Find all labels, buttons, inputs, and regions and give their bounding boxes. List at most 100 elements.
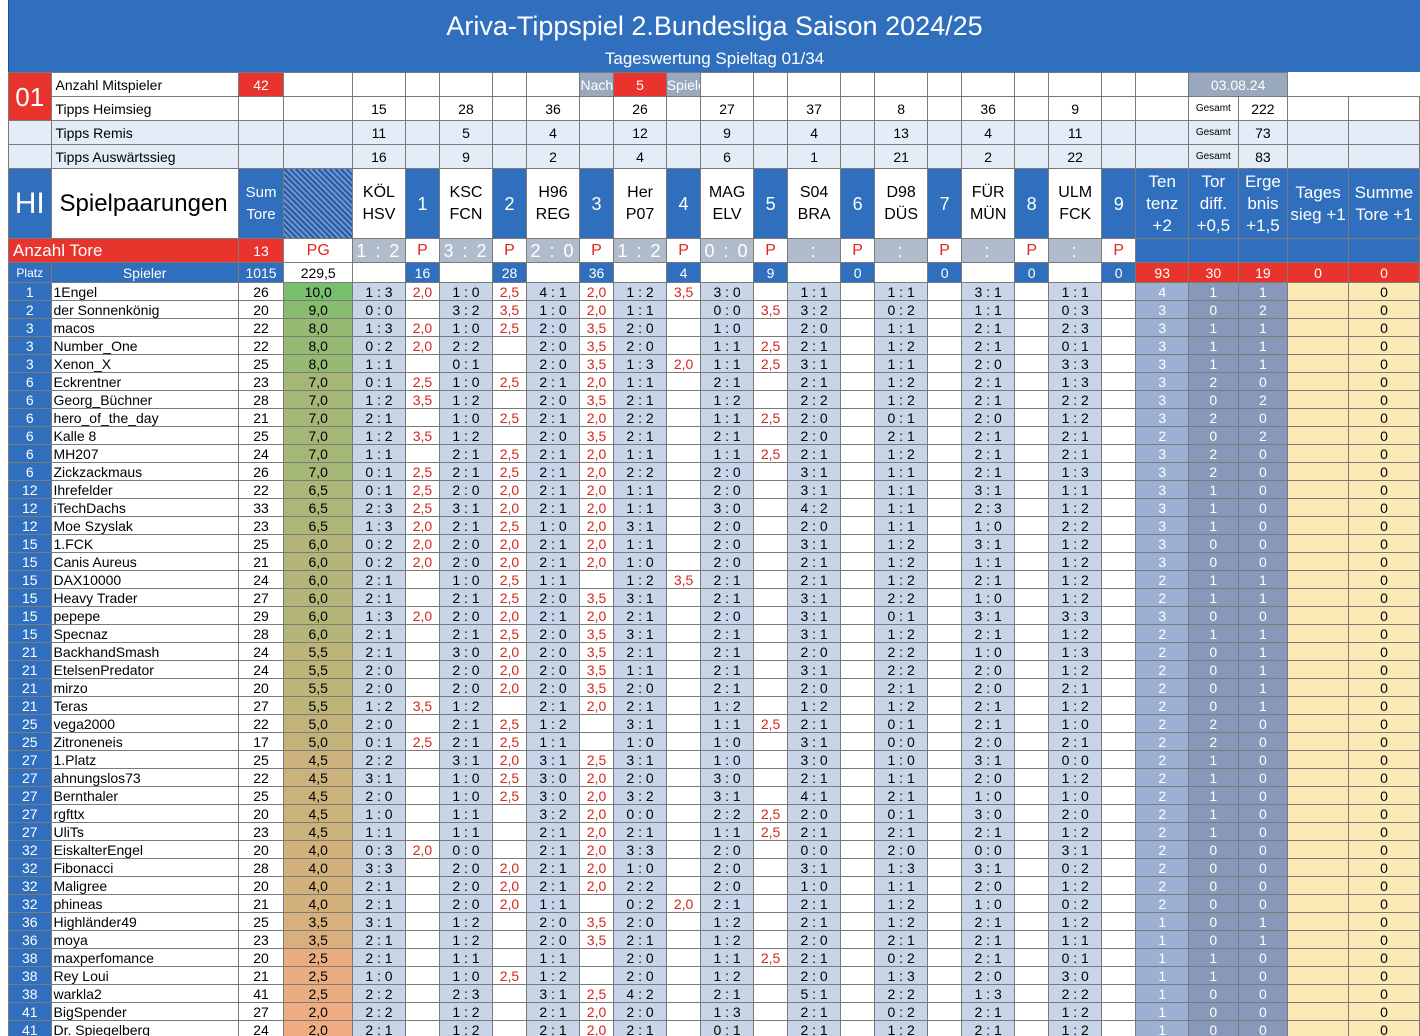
player-summe-tore: 0 — [1347, 444, 1420, 463]
player-tip: 3 : 1 — [352, 912, 406, 931]
player-sum-tore: 28 — [237, 858, 285, 877]
game-points-total: 0 — [839, 262, 876, 283]
player-tip: 2 : 1 — [874, 930, 928, 949]
table-row: 12 Ihrefelder 22 6,5 0 : 1 2,5 2 : 0 2,0 2 : 1 2,… — [8, 480, 1420, 499]
player-tip: 2 : 1 — [700, 660, 754, 679]
player-tip-points — [1013, 1002, 1050, 1021]
tipps-value: 27 — [700, 96, 754, 121]
player-tip: 2 : 0 — [439, 552, 493, 571]
player-summe-tore: 0 — [1347, 354, 1420, 373]
player-tagessieg — [1287, 372, 1349, 391]
player-tip: 3 : 1 — [961, 534, 1015, 553]
player-tip-points — [1100, 894, 1137, 913]
player-tip-points — [665, 696, 702, 715]
player-ergebnis: 0 — [1237, 372, 1289, 391]
player-tip: 3 : 1 — [961, 750, 1015, 769]
player-tip-points — [1100, 696, 1137, 715]
player-summe-tore: 0 — [1347, 822, 1420, 841]
player-tip-points — [491, 390, 528, 409]
blank — [1347, 238, 1420, 263]
player-tordiff: 0 — [1188, 552, 1239, 571]
points-marker: P — [839, 238, 876, 263]
player-tip-points — [665, 426, 702, 445]
player-tip: 2 : 1 — [787, 1002, 841, 1021]
player-tip: 0 : 0 — [613, 804, 667, 823]
player-tip: 1 : 2 — [787, 696, 841, 715]
player-tip: 1 : 2 — [874, 624, 928, 643]
game-points-total: 28 — [491, 262, 528, 283]
player-tip: 1 : 1 — [613, 300, 667, 319]
game-points-total: 0 — [926, 262, 963, 283]
player-summe-tore: 0 — [1347, 462, 1420, 481]
player-sum-tore: 28 — [237, 624, 285, 643]
player-tordiff: 0 — [1188, 894, 1239, 913]
player-tip: 1 : 1 — [700, 354, 754, 373]
player-sum-tore: 25 — [237, 912, 285, 931]
player-tip: 2 : 1 — [700, 894, 754, 913]
player-tip: 2 : 1 — [613, 642, 667, 661]
player-tip: 2 : 2 — [874, 642, 928, 661]
player-tip-points — [1013, 714, 1050, 733]
player-rank: 15 — [8, 534, 52, 553]
player-tip-points — [1013, 876, 1050, 895]
player-tip-points — [404, 408, 441, 427]
player-tip-points — [1100, 786, 1137, 805]
player-tip: 3 : 1 — [613, 624, 667, 643]
player-tip-points — [491, 804, 528, 823]
player-tip-points — [491, 912, 528, 931]
player-summe-tore: 0 — [1347, 714, 1420, 733]
mitspieler-count: 42 — [237, 72, 285, 97]
player-tip-points — [1013, 552, 1050, 571]
player-tip: 1 : 1 — [787, 282, 841, 301]
player-tip-points — [1100, 318, 1137, 337]
player-tip: 2 : 0 — [613, 318, 667, 337]
pattern-cell — [283, 168, 354, 239]
player-tip-points: 2,0 — [578, 804, 615, 823]
player-tip-points — [665, 606, 702, 625]
player-tip: 2 : 1 — [787, 336, 841, 355]
player-ergebnis: 0 — [1237, 462, 1289, 481]
blank — [404, 120, 441, 145]
player-tip: 3 : 1 — [526, 984, 580, 1003]
player-tip-points — [665, 678, 702, 697]
player-tip-points — [1100, 624, 1137, 643]
tipps-value: 16 — [352, 144, 406, 169]
player-tip: 2 : 0 — [961, 354, 1015, 373]
player-rank: 32 — [8, 858, 52, 877]
player-ergebnis: 0 — [1237, 894, 1289, 913]
player-tip: 1 : 0 — [439, 570, 493, 589]
player-sum-tore: 27 — [237, 1002, 285, 1021]
player-tip: 2 : 1 — [439, 516, 493, 535]
anzahl-tore-label: Anzahl Tore — [8, 238, 239, 263]
player-tip-points — [926, 750, 963, 769]
player-tendenz: 3 — [1135, 444, 1190, 463]
player-tip-points — [665, 858, 702, 877]
player-summe-tore: 0 — [1347, 966, 1420, 985]
player-tip: 2 : 0 — [526, 930, 580, 949]
player-summe-tore: 0 — [1347, 282, 1420, 301]
player-pg: 4,0 — [283, 894, 354, 913]
tipps-value: 12 — [613, 120, 667, 145]
blank — [404, 96, 441, 121]
player-rank: 6 — [8, 372, 52, 391]
blank — [665, 120, 702, 145]
player-rank: 2 — [8, 300, 52, 319]
match-number: 2 — [491, 168, 528, 239]
player-tordiff: 0 — [1188, 534, 1239, 553]
player-tip: 1 : 0 — [613, 552, 667, 571]
player-tordiff: 0 — [1188, 642, 1239, 661]
player-tip: 2 : 0 — [613, 966, 667, 985]
player-tip: 1 : 1 — [874, 498, 928, 517]
player-tip-points — [839, 768, 876, 787]
player-tip-points — [665, 372, 702, 391]
player-ergebnis: 0 — [1237, 534, 1289, 553]
player-summe-tore: 0 — [1347, 750, 1420, 769]
player-tip: 1 : 2 — [352, 696, 406, 715]
player-tip-points — [665, 660, 702, 679]
match-number: 7 — [926, 168, 963, 239]
player-tendenz: 3 — [1135, 462, 1190, 481]
